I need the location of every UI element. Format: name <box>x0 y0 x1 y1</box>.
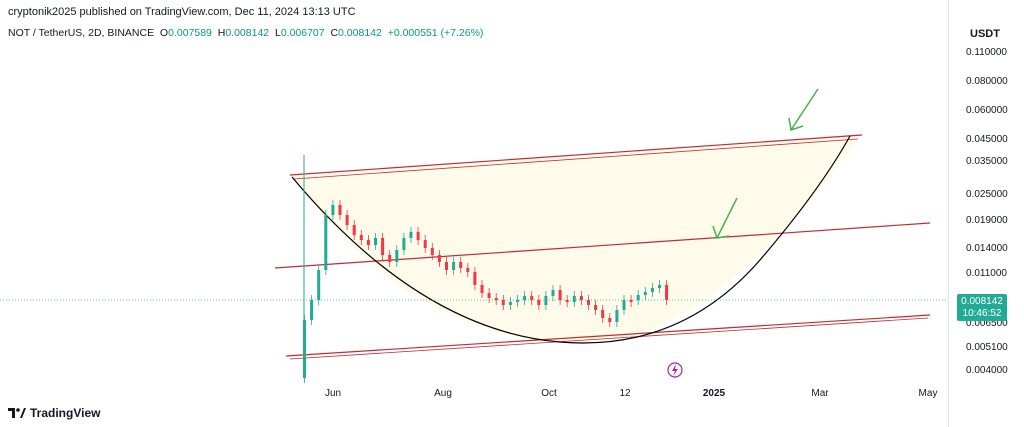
candle-body <box>608 318 612 322</box>
candle-body <box>622 300 626 310</box>
candle-body <box>636 295 640 300</box>
candle-body <box>650 288 654 292</box>
change-value: +0.000551 (+7.26%) <box>387 27 484 39</box>
candle-body <box>629 300 633 302</box>
candle-body <box>331 205 335 215</box>
open-value: 0.007589 <box>168 27 212 39</box>
candle-body <box>381 238 385 255</box>
candle-body <box>366 240 370 245</box>
candle-body <box>345 215 349 225</box>
candle-body <box>544 296 548 305</box>
candle-body <box>643 292 647 295</box>
candle-body <box>501 300 505 305</box>
channel-top-line[interactable] <box>289 134 863 176</box>
candle-body <box>416 232 420 240</box>
candle-body <box>395 250 399 262</box>
cup-fill <box>292 136 860 344</box>
channel-mid-line[interactable] <box>274 222 931 269</box>
high-value: 0.008142 <box>225 27 270 39</box>
x-tick-label: 2025 <box>703 388 726 399</box>
channel-bottom-line-inner <box>289 317 929 360</box>
x-tick-label: Aug <box>434 388 452 399</box>
candle-body <box>437 255 441 262</box>
lightning-icon[interactable] <box>667 362 683 378</box>
candle-body <box>473 272 477 285</box>
low-label: L <box>274 27 281 39</box>
candle-body <box>338 205 342 215</box>
x-tick-label: 12 <box>619 388 631 399</box>
candle-body <box>551 290 555 296</box>
candle-body <box>359 235 363 240</box>
candle-body <box>594 305 598 310</box>
candle-body <box>530 296 534 300</box>
candle-body <box>409 232 413 238</box>
candle-body <box>579 296 583 300</box>
candle-body <box>508 302 512 305</box>
arrow-annotation-top[interactable] <box>788 88 819 131</box>
candles-group <box>303 155 669 383</box>
low-value: 0.006707 <box>280 27 325 39</box>
candle-body <box>558 290 562 300</box>
cup-curve[interactable] <box>291 135 851 344</box>
publish-header: cryptonik2025 published on TradingView.c… <box>8 6 356 18</box>
candle-body <box>572 296 576 302</box>
candle-body <box>665 285 669 300</box>
last-price: 0.008142 <box>961 296 1003 307</box>
candle-body <box>352 225 356 235</box>
bar-countdown: 10:46:52 <box>962 308 1002 319</box>
candle-body <box>310 300 314 320</box>
candle-body <box>459 262 463 268</box>
x-tick-label: Jun <box>325 388 341 399</box>
tradingview-logo-icon <box>8 408 26 418</box>
high-label: H <box>217 27 226 39</box>
tradingview-footer[interactable]: TradingView <box>8 406 100 420</box>
candle-body <box>658 285 661 288</box>
candle-body <box>523 296 527 300</box>
channel-bottom-line[interactable] <box>285 314 931 357</box>
arrow-annotation-mid[interactable] <box>712 197 738 239</box>
candle-body <box>423 240 427 248</box>
x-tick-label: May <box>919 388 938 399</box>
symbol-legend: NOT / TetherUS, 2D, BINANCE O0.007589 H0… <box>8 27 483 39</box>
close-label: C <box>330 27 339 39</box>
x-tick-label: Mar <box>811 388 829 399</box>
candle-body <box>388 255 392 262</box>
candle-body <box>565 300 569 302</box>
candle-body <box>615 310 619 322</box>
currency-label: USDT <box>970 28 1000 40</box>
candle-body <box>537 300 541 305</box>
candle-body <box>452 262 456 270</box>
candle-body <box>516 300 519 302</box>
x-tick-label: Oct <box>541 388 557 399</box>
last-price-tag: 0.008142 10:46:52 <box>957 294 1007 321</box>
candle-body <box>445 262 448 270</box>
candle-body <box>601 310 605 318</box>
open-label: O <box>159 27 169 39</box>
candle-body <box>587 300 590 305</box>
footer-brand: TradingView <box>30 406 101 420</box>
close-value: 0.008142 <box>338 27 382 39</box>
candle-body <box>487 293 491 298</box>
candle-body <box>317 270 321 300</box>
x-axis: Jun Aug Oct 12 2025 Mar May <box>325 388 938 399</box>
symbol-name[interactable]: NOT / TetherUS, 2D, BINANCE <box>8 27 155 39</box>
candle-body <box>466 268 470 272</box>
candle-body <box>480 285 484 293</box>
channel-top-line-inner <box>293 138 859 180</box>
candle-body <box>324 215 328 270</box>
candle-body <box>494 298 498 300</box>
candle-body <box>402 238 406 250</box>
candle-body <box>430 248 434 255</box>
candle-body <box>374 238 377 245</box>
price-axis[interactable] <box>948 0 1024 427</box>
